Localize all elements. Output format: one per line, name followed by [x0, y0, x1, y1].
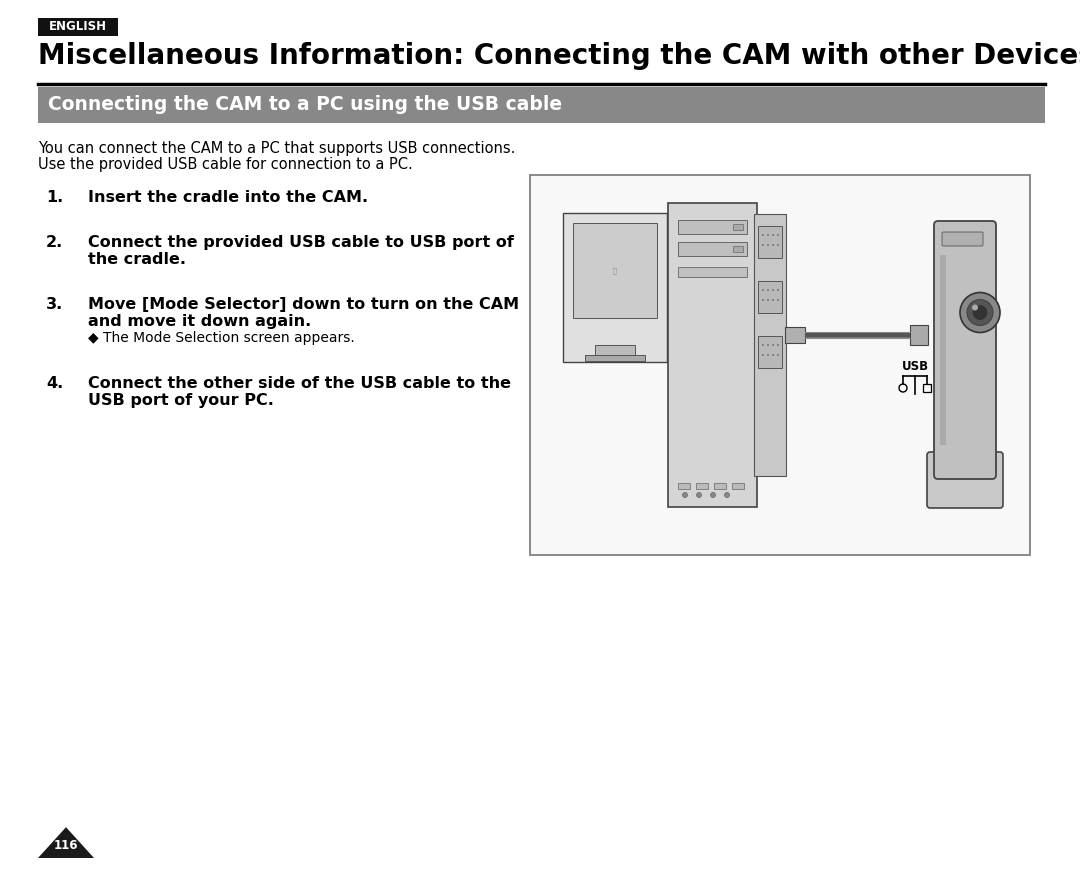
Circle shape: [725, 493, 729, 497]
FancyBboxPatch shape: [945, 447, 985, 457]
FancyBboxPatch shape: [585, 355, 645, 361]
Text: 1.: 1.: [46, 190, 64, 205]
Circle shape: [772, 234, 774, 236]
Circle shape: [683, 493, 688, 497]
Text: Miscellaneous Information: Connecting the CAM with other Devices: Miscellaneous Information: Connecting th…: [38, 42, 1080, 70]
FancyBboxPatch shape: [678, 267, 747, 277]
FancyBboxPatch shape: [927, 452, 1003, 508]
FancyBboxPatch shape: [563, 213, 667, 362]
Circle shape: [767, 234, 769, 236]
Circle shape: [772, 299, 774, 301]
FancyBboxPatch shape: [758, 226, 782, 258]
Circle shape: [697, 493, 702, 497]
Circle shape: [777, 299, 779, 301]
Circle shape: [767, 344, 769, 346]
Text: Connect the provided USB cable to USB port of: Connect the provided USB cable to USB po…: [87, 235, 514, 250]
Circle shape: [777, 244, 779, 246]
FancyBboxPatch shape: [942, 232, 983, 246]
Text: You can connect the CAM to a PC that supports USB connections.: You can connect the CAM to a PC that sup…: [38, 141, 515, 156]
Circle shape: [777, 344, 779, 346]
FancyBboxPatch shape: [38, 87, 1045, 123]
Circle shape: [762, 344, 764, 346]
FancyBboxPatch shape: [669, 203, 757, 507]
FancyBboxPatch shape: [38, 18, 118, 36]
FancyBboxPatch shape: [910, 325, 928, 345]
Text: Connect the other side of the USB cable to the: Connect the other side of the USB cable …: [87, 376, 511, 391]
Text: ⬛: ⬛: [612, 268, 617, 274]
FancyBboxPatch shape: [530, 175, 1030, 555]
FancyBboxPatch shape: [714, 483, 726, 489]
FancyBboxPatch shape: [940, 255, 946, 445]
Circle shape: [762, 299, 764, 301]
FancyBboxPatch shape: [785, 327, 805, 343]
FancyBboxPatch shape: [678, 242, 747, 256]
Circle shape: [967, 299, 993, 326]
FancyBboxPatch shape: [733, 246, 743, 252]
FancyBboxPatch shape: [678, 483, 690, 489]
Text: the cradle.: the cradle.: [87, 252, 186, 267]
Circle shape: [772, 354, 774, 356]
Circle shape: [772, 289, 774, 291]
Circle shape: [767, 244, 769, 246]
FancyBboxPatch shape: [696, 483, 708, 489]
Circle shape: [767, 299, 769, 301]
Circle shape: [772, 244, 774, 246]
Circle shape: [772, 344, 774, 346]
Text: Use the provided USB cable for connection to a PC.: Use the provided USB cable for connectio…: [38, 157, 413, 172]
FancyBboxPatch shape: [758, 336, 782, 368]
Text: ENGLISH: ENGLISH: [49, 20, 107, 33]
Text: ◆ The Mode Selection screen appears.: ◆ The Mode Selection screen appears.: [87, 331, 354, 345]
Text: USB port of your PC.: USB port of your PC.: [87, 393, 274, 408]
Text: Insert the cradle into the CAM.: Insert the cradle into the CAM.: [87, 190, 368, 205]
Circle shape: [711, 493, 715, 497]
Text: Connecting the CAM to a PC using the USB cable: Connecting the CAM to a PC using the USB…: [48, 96, 562, 114]
Text: USB: USB: [902, 360, 929, 373]
FancyBboxPatch shape: [678, 220, 747, 234]
Circle shape: [777, 234, 779, 236]
FancyBboxPatch shape: [934, 221, 996, 479]
Circle shape: [777, 354, 779, 356]
Text: 116: 116: [54, 839, 78, 852]
Circle shape: [767, 354, 769, 356]
Circle shape: [960, 292, 1000, 333]
Text: 4.: 4.: [46, 376, 64, 391]
FancyBboxPatch shape: [754, 214, 786, 476]
Circle shape: [762, 354, 764, 356]
Circle shape: [762, 289, 764, 291]
Circle shape: [762, 244, 764, 246]
Circle shape: [973, 305, 987, 319]
Text: Move [Mode Selector] down to turn on the CAM: Move [Mode Selector] down to turn on the…: [87, 297, 519, 312]
FancyBboxPatch shape: [732, 483, 744, 489]
FancyBboxPatch shape: [595, 345, 635, 355]
FancyBboxPatch shape: [573, 223, 657, 318]
Polygon shape: [38, 827, 94, 858]
Circle shape: [777, 289, 779, 291]
Text: 3.: 3.: [46, 297, 64, 312]
Circle shape: [762, 234, 764, 236]
FancyBboxPatch shape: [733, 224, 743, 230]
Circle shape: [972, 304, 978, 311]
FancyBboxPatch shape: [758, 281, 782, 313]
Text: and move it down again.: and move it down again.: [87, 314, 311, 329]
Text: 2.: 2.: [46, 235, 64, 250]
Circle shape: [767, 289, 769, 291]
